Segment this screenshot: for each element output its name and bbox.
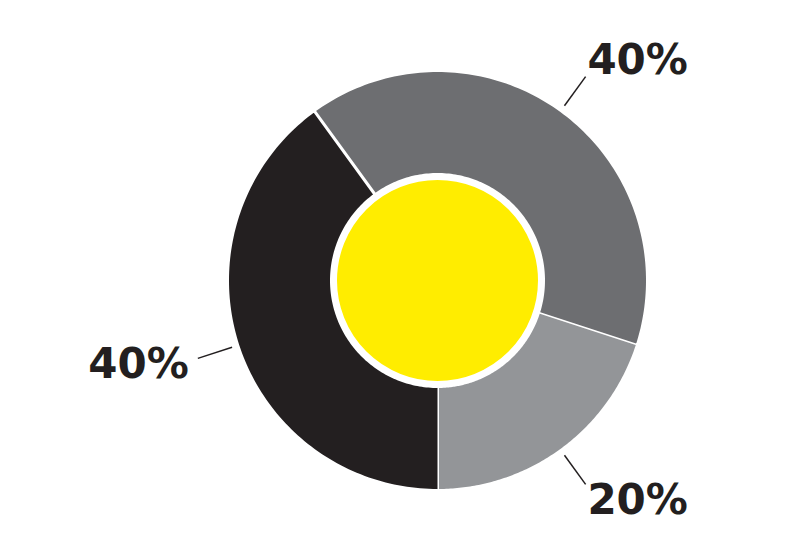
svg-text:20%: 20% — [587, 475, 688, 524]
svg-text:40%: 40% — [88, 339, 189, 388]
svg-text:40%: 40% — [587, 35, 688, 84]
